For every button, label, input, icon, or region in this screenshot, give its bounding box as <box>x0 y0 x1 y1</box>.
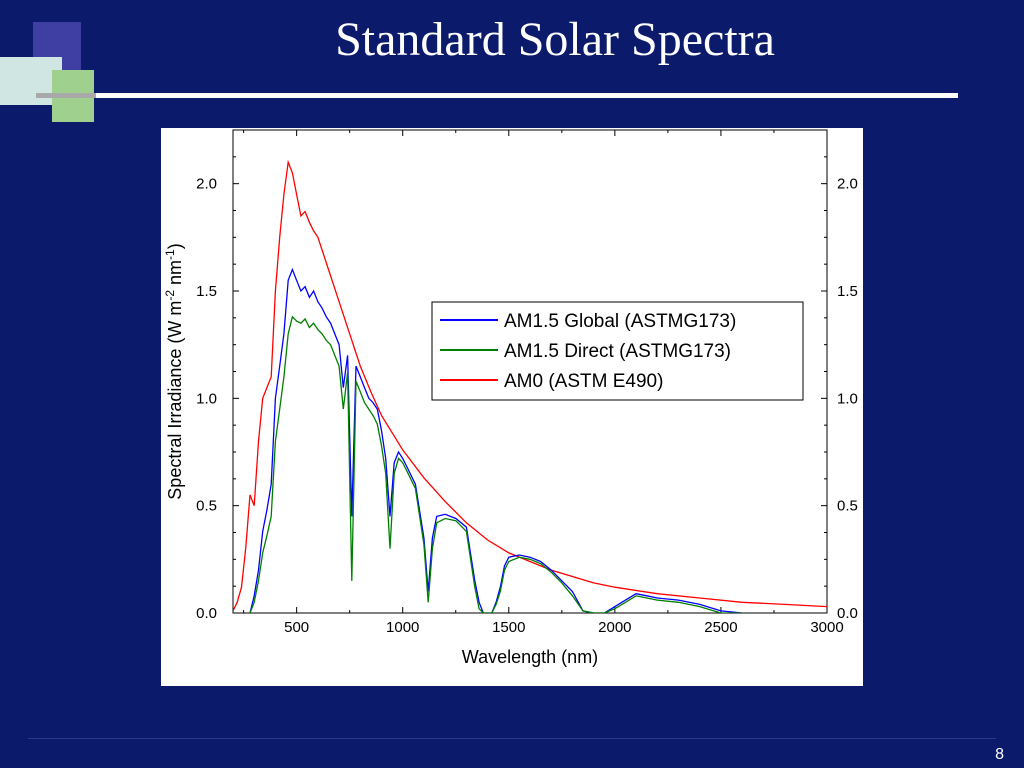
right-tick-label: 0.5 <box>837 498 858 515</box>
right-tick-label: 2.0 <box>837 176 858 193</box>
x-tick-label: 1000 <box>386 619 419 636</box>
right-tick-label: 1.0 <box>837 390 858 407</box>
y-tick-label: 2.0 <box>196 176 217 193</box>
x-tick-label: 500 <box>284 619 309 636</box>
slide-title: Standard Solar Spectra <box>335 13 775 66</box>
title-rule-shade <box>36 93 96 98</box>
series-line-am1-5-direct-astmg173 <box>249 315 743 613</box>
chart-panel: 500 1000 1500 2000 2500 3000 0.0 0.5 1.0 1.5 2.0 0.… <box>161 128 863 686</box>
x-tick-label: 2500 <box>704 619 737 636</box>
y-tick-label: 1.5 <box>196 283 217 300</box>
page-number: 8 <box>995 746 1004 763</box>
y-tick-label: 0.5 <box>196 498 217 515</box>
right-tick-label: 0.0 <box>837 605 858 622</box>
legend-label: AM0 (ASTM E490) <box>504 371 663 392</box>
y-axis-label-part: nm <box>165 260 185 290</box>
y-axis-label-part: Spectral Irradiance (W m <box>165 301 185 500</box>
right-tick-label: 1.5 <box>837 283 858 300</box>
x-tick-label: 3000 <box>810 619 843 636</box>
x-axis-label: Wavelength (nm) <box>462 647 598 667</box>
legend-label: AM1.5 Direct (ASTMG173) <box>504 341 731 362</box>
y-tick-label: 1.0 <box>196 390 217 407</box>
solar-spectra-chart: 500 1000 1500 2000 2500 30000.00.51.01.52.00.… <box>163 129 858 667</box>
title-rule <box>36 93 958 98</box>
y-axis-label: Spectral Irradiance (W m-2 nm-1) <box>163 243 185 499</box>
legend-label: AM1.5 Global (ASTMG173) <box>504 311 736 332</box>
x-tick-label: 1500 <box>492 619 525 636</box>
footer-line <box>28 738 996 739</box>
y-tick-label: 0.0 <box>196 605 217 622</box>
x-tick-label: 2000 <box>598 619 631 636</box>
y-axis-label-part: ) <box>165 243 185 249</box>
series-line-am0-astm-e490 <box>233 159 827 612</box>
y-axis-label-superscript: -2 <box>163 290 177 301</box>
y-axis-label-superscript: -1 <box>163 249 177 260</box>
series-line-am1-5-global-astmg173 <box>249 267 743 613</box>
